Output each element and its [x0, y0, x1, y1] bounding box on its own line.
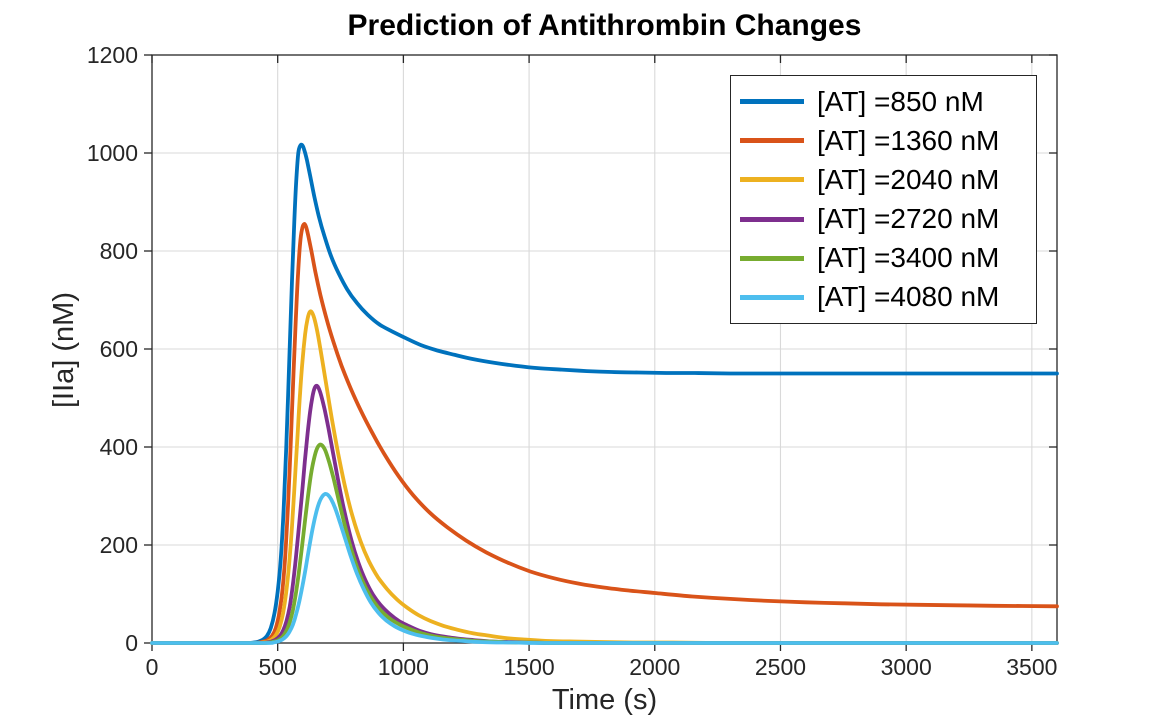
y-tick-label: 800 [100, 238, 138, 264]
y-tick-label: 1000 [87, 140, 138, 166]
legend-box: [AT] =850 nM [AT] =1360 nM [AT] =2040 nM [A… [730, 75, 1037, 324]
legend-item-4: [AT] =3400 nM [731, 239, 1036, 277]
y-tick-label: 400 [100, 434, 138, 460]
legend-item-0: [AT] =850 nM [731, 83, 1036, 121]
y-tick-label: 1200 [87, 42, 138, 68]
legend-line-swatch [740, 255, 804, 261]
legend-line-swatch [740, 294, 804, 300]
x-tick-label: 500 [259, 654, 297, 680]
legend-label: [AT] =1360 nM [817, 124, 1000, 156]
y-tick-label: 200 [100, 532, 138, 558]
x-tick-label: 2000 [629, 654, 680, 680]
x-tick-label: 1000 [378, 654, 429, 680]
legend-label: [AT] =2040 nM [817, 163, 1000, 195]
x-tick-label: 0 [146, 654, 159, 680]
legend-item-3: [AT] =2720 nM [731, 200, 1036, 238]
x-tick-label: 1500 [503, 654, 554, 680]
y-tick-label: 0 [125, 630, 138, 656]
legend-label: [AT] =4080 nM [817, 281, 1000, 313]
legend-line-swatch [740, 216, 804, 222]
legend-item-1: [AT] =1360 nM [731, 122, 1036, 160]
series-curve-1 [150, 222, 1059, 645]
legend-label: [AT] =850 nM [817, 85, 984, 117]
x-axis-label: Time (s) [551, 684, 658, 716]
legend-item-5: [AT] =4080 nM [731, 278, 1036, 316]
legend-line-swatch [740, 138, 804, 144]
series-curve-5 [150, 492, 1059, 645]
legend-line-swatch [740, 99, 804, 105]
x-tick-label: 3000 [881, 654, 932, 680]
series-curve-0 [150, 142, 1059, 645]
x-tick-label: 2500 [755, 654, 806, 680]
y-axis-label: [IIa] (nM) [48, 292, 80, 409]
chart-title: Prediction of Antithrombin Changes [347, 9, 862, 42]
x-tick-label: 3500 [1006, 654, 1057, 680]
legend-label: [AT] =3400 nM [817, 242, 1000, 274]
legend-item-2: [AT] =2040 nM [731, 161, 1036, 199]
y-tick-label: 600 [100, 336, 138, 362]
legend-line-swatch [740, 177, 804, 183]
legend-label: [AT] =2720 nM [817, 203, 1000, 235]
